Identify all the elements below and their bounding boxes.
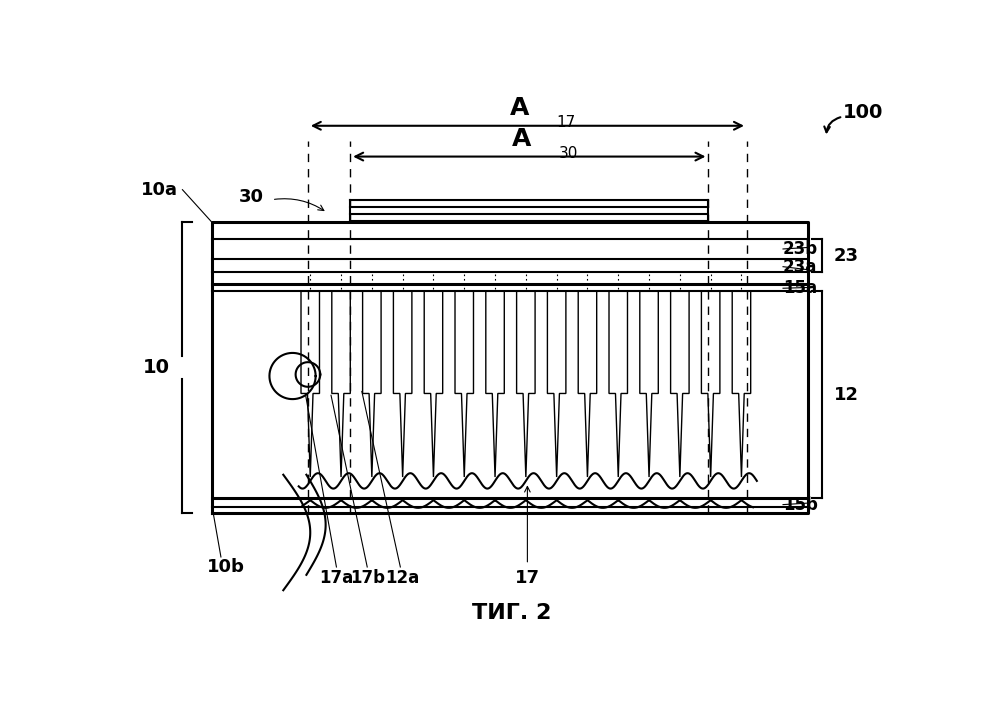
Text: 10a: 10a [141, 181, 178, 199]
Text: 23a: 23a [783, 258, 817, 275]
Text: 12a: 12a [386, 569, 420, 587]
Text: 15b: 15b [783, 496, 818, 513]
Text: 23: 23 [834, 246, 859, 265]
Text: 17a: 17a [320, 569, 354, 587]
Text: 10: 10 [143, 358, 170, 377]
Text: 12: 12 [834, 385, 859, 404]
Text: 15a: 15a [783, 279, 817, 297]
Text: ΤИГ. 2: ΤИГ. 2 [473, 603, 551, 623]
Text: $\mathbf{A}$: $\mathbf{A}$ [511, 127, 532, 152]
Text: $\mathbf{A}$: $\mathbf{A}$ [509, 96, 530, 120]
Text: 23b: 23b [783, 240, 818, 258]
Text: 100: 100 [843, 103, 883, 122]
Text: 17: 17 [556, 115, 575, 130]
Text: 10b: 10b [207, 558, 245, 576]
Text: 17b: 17b [350, 569, 385, 587]
Text: 17: 17 [514, 569, 539, 587]
Text: 30: 30 [558, 146, 578, 161]
Text: 30: 30 [239, 188, 264, 206]
